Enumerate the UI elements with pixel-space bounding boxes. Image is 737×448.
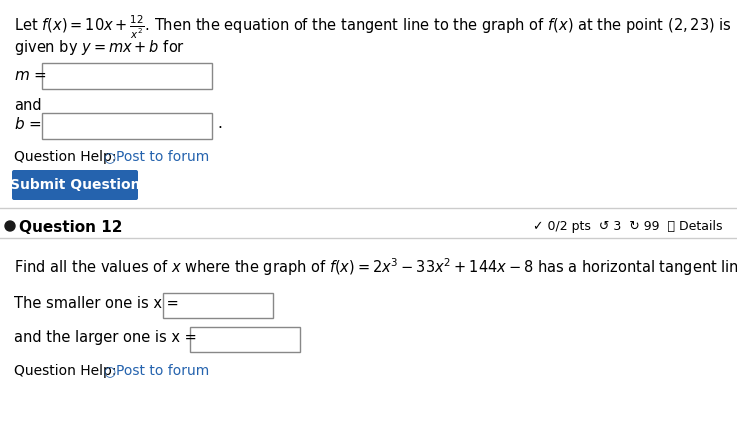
Text: Find all the values of $x$ where the graph of $f(x) = 2x^3 - 33x^2 + 144x - 8$ h: Find all the values of $x$ where the gra… [14,256,737,278]
Bar [163,293,273,318]
Text: $b$ =: $b$ = [14,116,42,132]
Text: and: and [14,98,41,113]
Text: Question 12: Question 12 [19,220,122,235]
Text: Question Help:: Question Help: [14,150,116,164]
Text: Submit Question: Submit Question [10,178,140,192]
Bar [190,327,300,352]
Text: and the larger one is x =: and the larger one is x = [14,330,197,345]
Text: ○: ○ [103,364,115,378]
Text: ○: ○ [103,150,115,164]
Text: $m$ =: $m$ = [14,68,47,83]
Circle shape [5,221,15,231]
Text: ✓ 0/2 pts  ↺ 3  ↻ 99  ⓘ Details: ✓ 0/2 pts ↺ 3 ↻ 99 ⓘ Details [534,220,723,233]
Bar [42,63,212,89]
Bar [42,113,212,139]
Text: Let $f(x) = 10x + \frac{12}{x^2}$. Then the equation of the tangent line to the : Let $f(x) = 10x + \frac{12}{x^2}$. Then … [14,14,732,41]
Text: Question Help:: Question Help: [14,364,116,378]
Text: Post to forum: Post to forum [116,364,209,378]
Text: Post to forum: Post to forum [116,150,209,164]
Text: given by $y = mx + b$ for: given by $y = mx + b$ for [14,38,185,57]
Text: The smaller one is x =: The smaller one is x = [14,296,179,311]
FancyBboxPatch shape [12,170,138,200]
Text: .: . [217,116,222,131]
